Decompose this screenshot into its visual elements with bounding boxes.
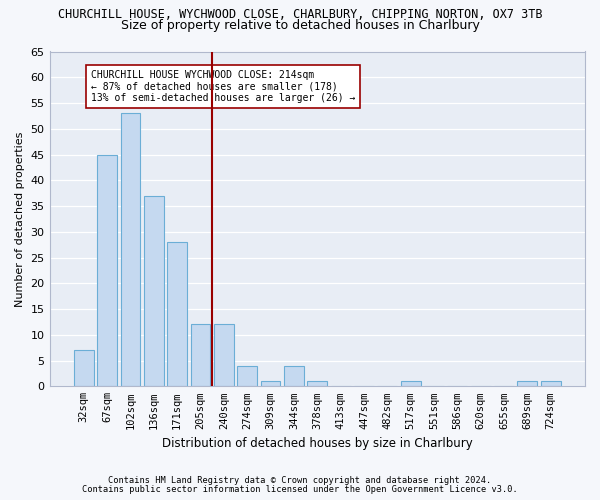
- Bar: [74, 350, 94, 387]
- Text: CHURCHILL HOUSE, WYCHWOOD CLOSE, CHARLBURY, CHIPPING NORTON, OX7 3TB: CHURCHILL HOUSE, WYCHWOOD CLOSE, CHARLBU…: [58, 8, 542, 20]
- Bar: [121, 114, 140, 386]
- Bar: [238, 366, 257, 386]
- Y-axis label: Number of detached properties: Number of detached properties: [15, 131, 25, 306]
- Text: Contains public sector information licensed under the Open Government Licence v3: Contains public sector information licen…: [82, 485, 518, 494]
- Bar: [284, 366, 304, 386]
- Bar: [97, 154, 117, 386]
- Bar: [517, 381, 538, 386]
- Bar: [401, 381, 421, 386]
- Bar: [167, 242, 187, 386]
- Text: Contains HM Land Registry data © Crown copyright and database right 2024.: Contains HM Land Registry data © Crown c…: [109, 476, 491, 485]
- Bar: [144, 196, 164, 386]
- Bar: [214, 324, 234, 386]
- Bar: [307, 381, 327, 386]
- Text: Size of property relative to detached houses in Charlbury: Size of property relative to detached ho…: [121, 18, 479, 32]
- X-axis label: Distribution of detached houses by size in Charlbury: Distribution of detached houses by size …: [162, 437, 473, 450]
- Bar: [260, 381, 280, 386]
- Bar: [541, 381, 560, 386]
- Bar: [191, 324, 211, 386]
- Text: CHURCHILL HOUSE WYCHWOOD CLOSE: 214sqm
← 87% of detached houses are smaller (178: CHURCHILL HOUSE WYCHWOOD CLOSE: 214sqm ←…: [91, 70, 355, 102]
